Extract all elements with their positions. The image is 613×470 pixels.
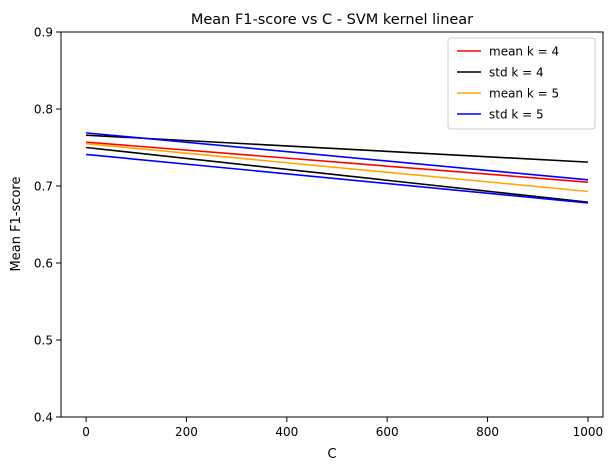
series-line [86, 134, 588, 163]
x-tick-label: 1000 [573, 425, 604, 439]
y-tick-label: 0.7 [34, 180, 53, 194]
y-tick-label: 0.6 [34, 257, 53, 271]
legend: mean k = 4 std k = 4 mean k = 5 std k = 5 [447, 37, 596, 130]
y-axis-label: Mean F1-score [9, 177, 24, 272]
chart-title: Mean F1-score vs C - SVM kernel linear [191, 12, 473, 28]
x-tick-label: 0 [82, 425, 90, 439]
y-tick-label: 0.5 [34, 334, 53, 348]
x-tick-label: 400 [275, 425, 298, 439]
series-layer [86, 132, 589, 204]
series-line [86, 146, 589, 203]
legend-label: std k = 4 [489, 66, 544, 80]
series-line [86, 153, 589, 204]
legend-label: mean k = 5 [489, 87, 559, 101]
plot-area [60, 31, 604, 418]
x-axis-label: C [327, 447, 336, 462]
series-line [86, 132, 589, 181]
y-tick-label: 0.9 [34, 26, 53, 40]
x-tick-label: 800 [476, 425, 499, 439]
series-line [86, 142, 589, 193]
legend-label: mean k = 4 [489, 45, 559, 59]
y-axis-ticks: 0.4 0.5 0.6 0.7 0.8 0.9 [34, 26, 61, 425]
x-tick-label: 600 [376, 425, 399, 439]
legend-box [447, 37, 596, 130]
y-tick-label: 0.8 [34, 103, 53, 117]
series-line [86, 141, 589, 183]
legend-label: std k = 5 [489, 108, 544, 122]
y-tick-label: 0.4 [34, 411, 53, 425]
x-tick-label: 200 [175, 425, 198, 439]
x-axis-ticks: 0 200 400 600 800 1000 [82, 417, 603, 439]
